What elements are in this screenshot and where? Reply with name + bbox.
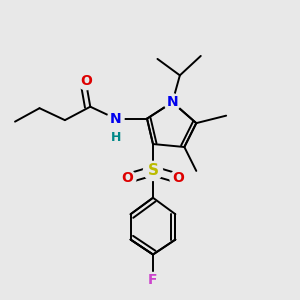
Text: N: N (167, 95, 178, 109)
Circle shape (164, 94, 181, 111)
Circle shape (77, 73, 94, 90)
Circle shape (170, 170, 187, 187)
Circle shape (108, 130, 123, 145)
Text: N: N (110, 112, 122, 126)
Text: O: O (80, 74, 92, 88)
Circle shape (143, 161, 163, 181)
Text: F: F (148, 273, 158, 287)
Circle shape (107, 110, 124, 127)
Text: O: O (122, 171, 134, 185)
Circle shape (146, 272, 160, 287)
Text: H: H (110, 131, 121, 144)
Circle shape (119, 170, 136, 187)
Text: O: O (172, 171, 184, 185)
Text: S: S (148, 164, 158, 178)
